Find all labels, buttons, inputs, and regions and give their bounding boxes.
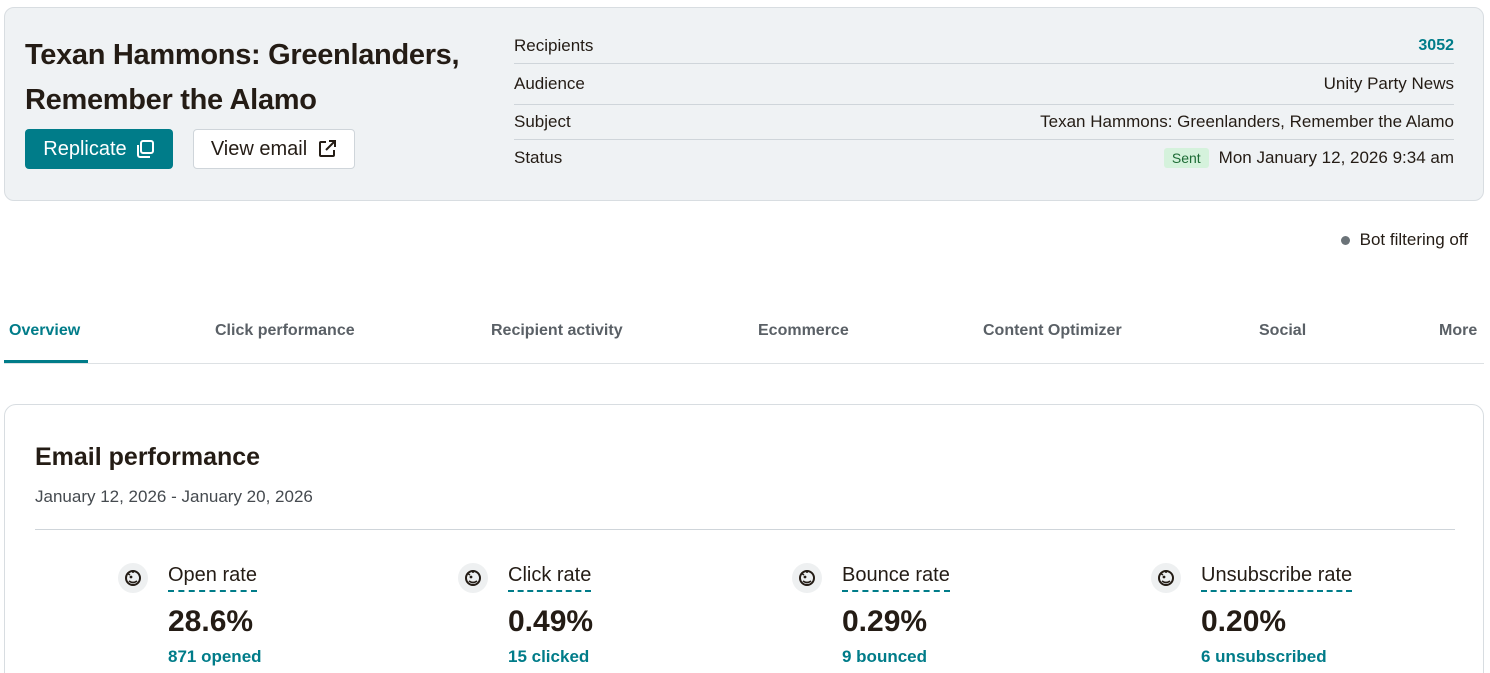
mailchimp-freddie-icon — [792, 563, 822, 593]
metric-label[interactable]: Bounce rate — [842, 564, 950, 592]
campaign-title: Texan Hammons: Greenlanders, Remember th… — [25, 39, 460, 116]
metric-count-link[interactable]: 871 opened — [168, 647, 262, 666]
tab-content-optimizer[interactable]: Content Optimizer — [983, 322, 1122, 339]
tab-social[interactable]: Social — [1259, 322, 1307, 339]
section-title: Email performance — [35, 443, 261, 471]
campaign-header-card: Texan Hammons: Greenlanders, Remember th… — [4, 7, 1484, 201]
replicate-button-label: Replicate — [43, 137, 127, 160]
detail-row-subject: Subject Texan Hammons: Greenlanders, Rem… — [514, 105, 1454, 140]
tab-ecommerce[interactable]: Ecommerce — [758, 322, 849, 339]
metric-value: 0.20% — [1201, 605, 1287, 638]
metric-count-link[interactable]: 6 unsubscribed — [1201, 647, 1327, 666]
detail-row-recipients: Recipients 3052 — [514, 29, 1454, 64]
view-email-button[interactable]: View email — [193, 129, 355, 169]
detail-label: Recipients — [514, 36, 594, 55]
view-email-button-label: View email — [210, 137, 308, 160]
bot-filtering-status[interactable]: Bot filtering off — [1340, 230, 1468, 250]
bot-filtering-label: Bot filtering off — [1359, 230, 1468, 249]
sent-timestamp: Mon January 12, 2026 9:34 am — [1218, 148, 1454, 167]
tab-more[interactable]: More — [1439, 322, 1478, 339]
detail-row-audience: Audience Unity Party News — [514, 64, 1454, 105]
status-value: Sent Mon January 12, 2026 9:34 am — [1163, 148, 1454, 168]
metric-count-link[interactable]: 15 clicked — [508, 647, 590, 666]
mailchimp-freddie-icon — [1151, 563, 1181, 593]
metric-value: 28.6% — [168, 605, 254, 638]
duplicate-icon — [135, 139, 155, 159]
active-tab-indicator — [4, 360, 88, 363]
divider — [35, 529, 1455, 530]
metric-label[interactable]: Unsubscribe rate — [1201, 564, 1353, 592]
detail-label: Subject — [514, 112, 571, 131]
detail-label: Status — [514, 148, 563, 167]
replicate-button[interactable]: Replicate — [25, 129, 173, 169]
tab-recipient-activity[interactable]: Recipient activity — [491, 322, 623, 339]
subject-value: Texan Hammons: Greenlanders, Remember th… — [1040, 112, 1454, 131]
external-link-icon — [317, 139, 337, 159]
metric-value: 0.49% — [508, 605, 594, 638]
date-range: January 12, 2026 - January 20, 2026 — [35, 487, 313, 506]
metric-label[interactable]: Open rate — [168, 564, 257, 592]
metric-count-link[interactable]: 9 bounced — [842, 647, 928, 666]
detail-label: Audience — [514, 74, 585, 93]
status-dot-icon — [1340, 235, 1350, 245]
mailchimp-freddie-icon — [118, 563, 148, 593]
status-badge: Sent — [1163, 148, 1209, 168]
mailchimp-freddie-icon — [458, 563, 488, 593]
report-tabs: Overview Click performance Recipient act… — [4, 300, 1484, 364]
detail-row-status: Status Sent Mon January 12, 2026 9:34 am — [514, 140, 1454, 176]
metric-value: 0.29% — [842, 605, 928, 638]
tab-click-performance[interactable]: Click performance — [215, 322, 355, 339]
campaign-details: Recipients 3052 Audience Unity Party New… — [514, 29, 1454, 176]
tab-overview[interactable]: Overview — [9, 322, 81, 339]
email-performance-card: Email performance January 12, 2026 - Jan… — [4, 404, 1484, 673]
audience-value: Unity Party News — [1323, 74, 1454, 93]
recipients-count-link[interactable]: 3052 — [1418, 37, 1454, 54]
metric-label[interactable]: Click rate — [508, 564, 592, 592]
